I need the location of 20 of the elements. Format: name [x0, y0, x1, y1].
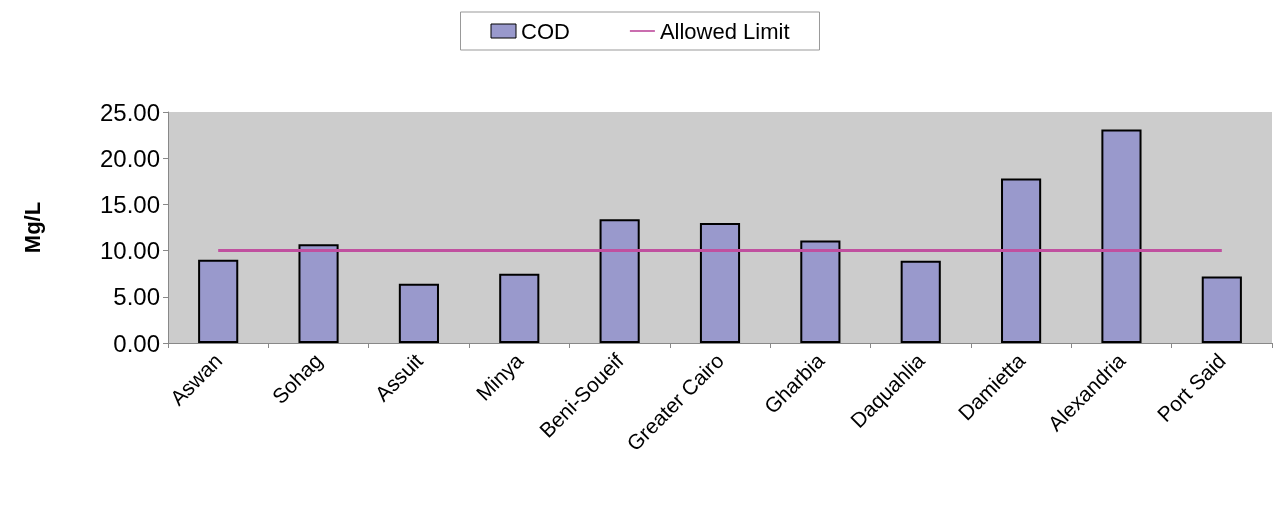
bar	[800, 240, 841, 343]
y-tick-label: 15.00	[99, 190, 160, 218]
bar	[1101, 129, 1142, 343]
bar	[499, 273, 540, 343]
y-tick-label: 5.00	[113, 283, 160, 311]
bar	[398, 283, 439, 343]
y-tick-label: 0.00	[113, 329, 160, 357]
bar	[599, 219, 640, 343]
bar	[699, 222, 741, 343]
legend-label: Allowed Limit	[659, 18, 790, 44]
y-tick-label: 20.00	[99, 144, 160, 172]
bar	[298, 244, 339, 343]
bar	[1001, 178, 1042, 343]
y-tick-label: 25.00	[99, 98, 160, 126]
bar	[198, 259, 239, 343]
bar	[900, 260, 941, 343]
bar	[1201, 276, 1242, 343]
y-axis-title: Mg/L	[19, 201, 45, 254]
y-tick-label: 10.00	[99, 237, 160, 265]
legend-label: COD	[521, 18, 570, 44]
